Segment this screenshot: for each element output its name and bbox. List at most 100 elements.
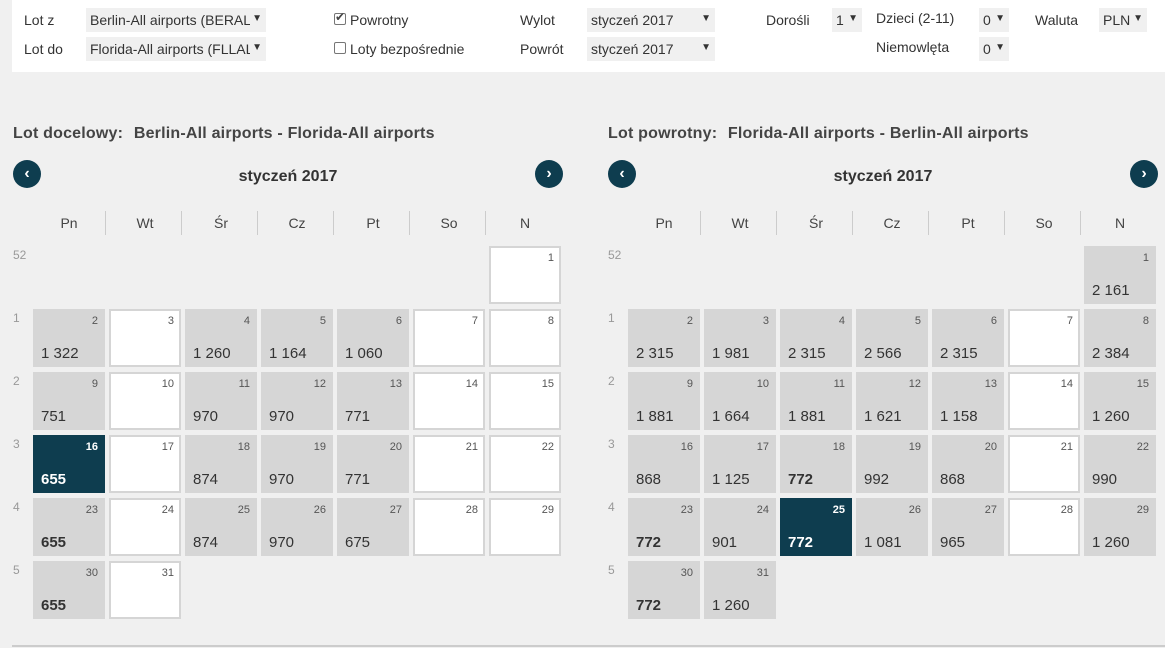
weekday-header: Śr (214, 215, 228, 231)
day-number: 5 (914, 315, 921, 327)
weekday-separator (700, 211, 701, 235)
to-select[interactable]: Florida-All airports (FLLALL) ▼ (86, 37, 266, 61)
search-panel: Lot z Berlin-All airports (BERALL) ▼ Lot… (12, 0, 1165, 72)
calendar-day-cell[interactable]: 23 655 (33, 498, 105, 556)
calendar-day-cell[interactable]: 18 874 (185, 435, 257, 493)
calendar-day-cell[interactable]: 13 1 158 (932, 372, 1004, 430)
calendar-day-cell[interactable]: 14 (1008, 372, 1080, 430)
calendar-day-cell[interactable]: 30 772 (628, 561, 700, 619)
from-select[interactable]: Berlin-All airports (BERALL) ▼ (86, 8, 266, 32)
calendar-day-cell[interactable]: 12 970 (261, 372, 333, 430)
calendar-day-cell[interactable]: 29 1 260 (1084, 498, 1156, 556)
day-price: 901 (712, 534, 738, 551)
calendar-day-cell[interactable]: 15 (489, 372, 561, 430)
calendar-day-cell[interactable]: 7 (1008, 309, 1080, 367)
weekday-header: Cz (288, 215, 306, 231)
day-number: 2 (91, 315, 98, 327)
calendar-day-cell[interactable]: 20 868 (932, 435, 1004, 493)
calendar-day-cell[interactable]: 13 771 (337, 372, 409, 430)
infants-select[interactable]: 0 ▼ (979, 37, 1009, 61)
calendar-day-cell[interactable]: 24 (109, 498, 181, 556)
calendar-day-cell[interactable]: 7 (413, 309, 485, 367)
weekday-header: Pn (655, 215, 673, 231)
calendar-day-cell[interactable]: 8 2 384 (1084, 309, 1156, 367)
calendar-day-cell[interactable]: 4 2 315 (780, 309, 852, 367)
calendar-day-cell[interactable]: 19 992 (856, 435, 928, 493)
calendar-day-cell[interactable]: 17 (109, 435, 181, 493)
day-number: 13 (984, 378, 997, 390)
calendar-day-cell[interactable]: 21 (1008, 435, 1080, 493)
outbound-prev-month-button[interactable]: ‹ (13, 160, 41, 188)
calendar-day-cell[interactable]: 23 772 (628, 498, 700, 556)
day-price: 874 (193, 534, 219, 551)
calendar-day-cell[interactable]: 6 2 315 (932, 309, 1004, 367)
calendar-day-cell[interactable]: 11 1 881 (780, 372, 852, 430)
return-calendar-title: Lot powrotny: Florida-All airports - Ber… (608, 125, 1029, 143)
day-number: 3 (762, 315, 769, 327)
calendar-day-cell[interactable]: 26 1 081 (856, 498, 928, 556)
calendar-day-cell[interactable]: 5 2 566 (856, 309, 928, 367)
calendar-day-cell[interactable]: 1 2 161 (1084, 246, 1156, 304)
to-value: Florida-All airports (FLLALL) (90, 41, 250, 57)
calendar-day-cell[interactable]: 12 1 621 (856, 372, 928, 430)
calendar-day-cell[interactable]: 10 (109, 372, 181, 430)
day-number: 12 (908, 378, 921, 390)
day-number: 29 (541, 504, 554, 516)
calendar-day-cell[interactable]: 28 (1008, 498, 1080, 556)
chevron-down-icon: ▼ (252, 42, 262, 53)
calendar-day-cell[interactable]: 25 772 (780, 498, 852, 556)
return-date-select[interactable]: styczeń 2017 ▼ (587, 37, 715, 61)
calendar-day-cell[interactable]: 31 1 260 (704, 561, 776, 619)
currency-select[interactable]: PLN ▼ (1099, 8, 1147, 32)
calendar-day-cell[interactable]: 9 1 881 (628, 372, 700, 430)
calendar-day-cell[interactable]: 2 2 315 (628, 309, 700, 367)
calendar-day-cell[interactable]: 19 970 (261, 435, 333, 493)
calendar-day-cell[interactable]: 3 1 981 (704, 309, 776, 367)
calendar-day-cell[interactable]: 6 1 060 (337, 309, 409, 367)
day-number: 29 (1136, 504, 1149, 516)
calendar-day-cell[interactable]: 25 874 (185, 498, 257, 556)
calendar-day-cell[interactable]: 27 965 (932, 498, 1004, 556)
calendar-day-cell[interactable]: 28 (413, 498, 485, 556)
children-select[interactable]: 0 ▼ (979, 8, 1009, 32)
calendar-day-cell[interactable]: 16 868 (628, 435, 700, 493)
calendar-day-cell[interactable]: 22 (489, 435, 561, 493)
calendar-title-route: Berlin-All airports - Florida-All airpor… (133, 125, 435, 142)
outbound-next-month-button[interactable]: › (535, 160, 563, 188)
calendar-day-cell[interactable]: 15 1 260 (1084, 372, 1156, 430)
calendar-day-cell[interactable]: 22 990 (1084, 435, 1156, 493)
week-number: 4 (13, 500, 20, 514)
calendar-day-cell[interactable]: 18 772 (780, 435, 852, 493)
calendar-day-cell[interactable]: 3 (109, 309, 181, 367)
calendar-day-cell[interactable]: 5 1 164 (261, 309, 333, 367)
calendar-day-cell[interactable]: 31 (109, 561, 181, 619)
calendar-day-cell[interactable]: 14 (413, 372, 485, 430)
return-checkbox[interactable] (334, 10, 346, 25)
calendar-day-cell[interactable]: 4 1 260 (185, 309, 257, 367)
calendar-day-cell[interactable]: 9 751 (33, 372, 105, 430)
return-next-month-button[interactable]: › (1130, 160, 1158, 188)
calendar-day-cell[interactable]: 29 (489, 498, 561, 556)
depart-select[interactable]: styczeń 2017 ▼ (587, 8, 715, 32)
direct-checkbox[interactable] (334, 42, 346, 54)
calendar-day-cell[interactable]: 11 970 (185, 372, 257, 430)
calendar-day-cell[interactable]: 20 771 (337, 435, 409, 493)
calendar-day-cell[interactable]: 1 (489, 246, 561, 304)
adults-select[interactable]: 1 ▼ (832, 8, 862, 32)
calendar-day-cell[interactable]: 10 1 664 (704, 372, 776, 430)
calendar-day-cell[interactable]: 8 (489, 309, 561, 367)
calendar-day-cell[interactable]: 24 901 (704, 498, 776, 556)
calendar-day-cell[interactable]: 26 970 (261, 498, 333, 556)
calendar-day-cell[interactable]: 2 1 322 (33, 309, 105, 367)
day-price: 655 (41, 471, 67, 488)
weekday-separator (333, 211, 334, 235)
day-number: 19 (908, 441, 921, 453)
calendar-day-cell[interactable]: 16 655 (33, 435, 105, 493)
calendar-day-cell[interactable]: 27 675 (337, 498, 409, 556)
depart-value: styczeń 2017 (591, 12, 674, 28)
calendar-day-cell[interactable]: 21 (413, 435, 485, 493)
calendar-day-cell[interactable]: 30 655 (33, 561, 105, 619)
day-number: 1 (1142, 252, 1149, 264)
return-prev-month-button[interactable]: ‹ (608, 160, 636, 188)
calendar-day-cell[interactable]: 17 1 125 (704, 435, 776, 493)
